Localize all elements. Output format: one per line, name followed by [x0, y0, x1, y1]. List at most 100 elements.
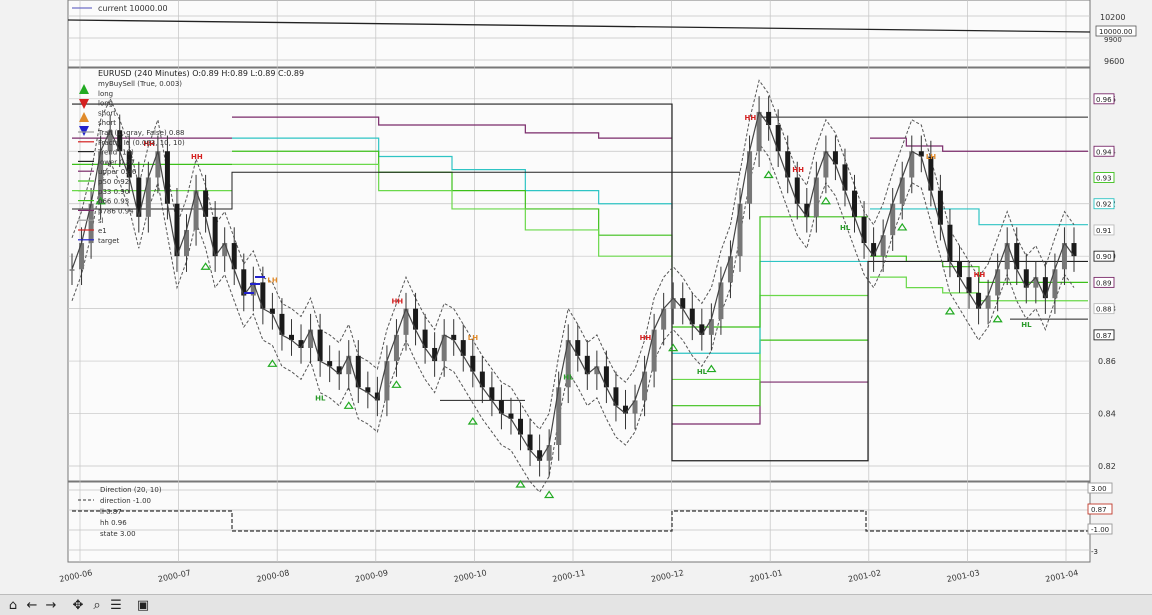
broker-y-tick-9900: 9900	[1104, 36, 1122, 44]
legend-entry-7: Trend (10)	[97, 149, 134, 157]
marker-hh: HH	[391, 297, 403, 305]
x-label-1: 2000-07	[157, 568, 192, 584]
candle-body	[222, 243, 228, 257]
marker-hl: HL	[840, 224, 851, 232]
low-marker-triangle	[706, 364, 717, 373]
forward-arrow-icon[interactable]: →	[45, 597, 57, 613]
candle-body	[527, 434, 533, 451]
legend-entry-5: Trail (1, gray, False) 0.88	[97, 129, 184, 137]
broker-y-tick-9600: 9600	[1104, 57, 1124, 66]
dir-y-tick-0: 3.00	[1091, 485, 1107, 493]
candle-body	[947, 224, 953, 262]
candle-body	[155, 151, 161, 178]
trail-lines	[71, 79, 1075, 494]
zoom-icon[interactable]: ⌕	[93, 597, 101, 613]
candle-body	[231, 243, 237, 270]
save-icon[interactable]: ▣	[136, 597, 150, 613]
pan-icon[interactable]: ✥	[72, 597, 84, 613]
candle-body	[1042, 277, 1048, 299]
candle-body	[365, 387, 371, 393]
legend-entry-4: short	[98, 119, 116, 127]
candle-body	[1052, 269, 1058, 299]
dir-y-tick-1: 0.87	[1091, 506, 1107, 514]
candle-body	[766, 111, 772, 126]
candle-body	[890, 203, 896, 236]
candle-body	[98, 151, 104, 204]
right-box-label-8: 0.87	[1096, 332, 1112, 340]
marker-hl: HL	[1021, 321, 1032, 329]
candle-body	[164, 151, 170, 204]
band-lines	[72, 116, 1088, 425]
legend-entry-9: upper 0.96	[98, 168, 137, 176]
candle-body	[508, 413, 514, 419]
right-box-label-7: 0.88	[1096, 306, 1112, 314]
chart-canvas: HH HH LH HL HH LH HL HH HL HH HH HL LH HH HL current 1…	[59, 0, 1137, 584]
home-icon[interactable]: ⌂	[8, 597, 18, 613]
price-y-tick-5: 0.86	[1098, 357, 1116, 366]
candle-body	[756, 111, 762, 152]
candle-body	[785, 151, 791, 178]
candle-body	[1014, 243, 1020, 270]
candle-body	[212, 216, 218, 257]
candle-body	[422, 329, 428, 348]
candle-body	[346, 355, 352, 375]
configure-subplots-icon[interactable]: ☰	[110, 597, 122, 613]
low-marker-triangle	[391, 380, 402, 388]
candle-body	[441, 334, 447, 362]
candle-body	[117, 130, 123, 152]
band-upper-seg2	[870, 137, 1088, 152]
x-label-0: 2000-06	[59, 568, 94, 584]
marker-hl: HL	[697, 368, 708, 376]
right-box-label-4: 0.91	[1096, 227, 1112, 235]
direction-panel-frame	[67, 481, 1091, 563]
low-marker-triangle	[343, 401, 354, 409]
legend-entry-14: sl	[98, 217, 104, 225]
candle-body	[708, 319, 714, 335]
candle-body	[1004, 243, 1010, 270]
direction-series	[72, 510, 1088, 532]
candle-body	[107, 130, 113, 152]
dir-legend-entry-0: Direction (20, 10)	[100, 486, 162, 494]
right-box-7	[1093, 303, 1115, 315]
broker-panel-frame	[67, 0, 1091, 68]
direction-lines	[72, 510, 1088, 532]
x-label-3: 2000-09	[354, 568, 389, 584]
broker-legend-current: current 10000.00	[98, 4, 168, 13]
candle-body	[1023, 269, 1029, 288]
right-box-label-2: 0.93	[1096, 174, 1112, 182]
back-arrow-icon[interactable]: ←	[26, 597, 38, 613]
candle-body	[413, 308, 419, 330]
candle-body	[594, 366, 600, 375]
candle-body	[1071, 243, 1077, 257]
candle-body	[537, 450, 543, 461]
candle-body	[584, 355, 590, 375]
candle-body	[823, 151, 829, 178]
candle-body	[1033, 277, 1039, 288]
candle-body	[518, 418, 524, 435]
right-box-5	[1093, 250, 1115, 262]
direction-y-ticks: 3.00 0.87 -1.00 -3	[1087, 482, 1113, 556]
candle-body	[575, 340, 581, 356]
x-label-2: 2000-08	[256, 568, 291, 584]
band-p50-seg1	[232, 163, 673, 278]
dir-legend-entry-1: direction -1.00	[100, 497, 151, 505]
candle-body	[384, 361, 390, 401]
price-right-value-boxes: 0.96 0.94 0.93 0.92 0.91 0.90 0.89 0.88 0.87	[1093, 93, 1115, 341]
dir-legend-entry-4: state 3.00	[100, 530, 136, 538]
candle-body	[136, 177, 142, 217]
candle-body	[308, 329, 314, 348]
candle-body	[976, 292, 982, 309]
legend-entry-16: target	[98, 237, 120, 245]
candle-body	[489, 387, 495, 401]
candle-body	[737, 203, 743, 257]
candle-body	[718, 282, 724, 320]
dir-legend-entry-3: hh 0.96	[100, 519, 127, 527]
right-box-3	[1093, 198, 1115, 210]
right-box-label-3: 0.92	[1096, 201, 1112, 209]
candle-body	[1061, 243, 1067, 270]
dir-legend-entry-2: ll 0.87	[100, 508, 122, 516]
candle-body	[928, 156, 934, 191]
low-marker-triangle	[267, 359, 278, 367]
candle-body	[336, 366, 342, 375]
candle-body	[565, 340, 571, 388]
